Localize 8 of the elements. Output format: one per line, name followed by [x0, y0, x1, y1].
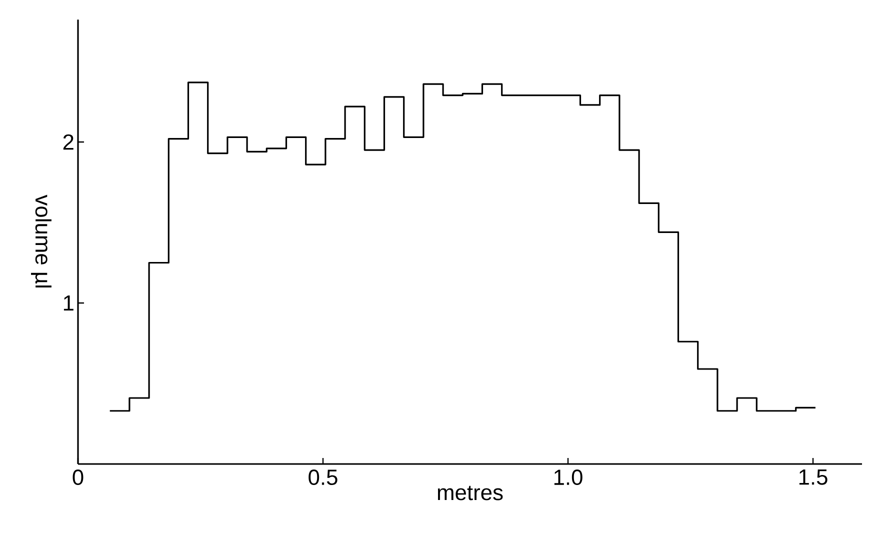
x-axis-title: metres — [438, 486, 503, 500]
x-tick-label: 1.5 — [799, 470, 828, 485]
x-tick-label: 1.0 — [554, 470, 582, 486]
y-tick-label: 2 — [63, 134, 74, 150]
y-axis-title: volume µl — [31, 194, 52, 288]
x-tick-label: 0 — [72, 470, 84, 486]
x-tick-label: 0.5 — [308, 470, 338, 486]
y-tick-label: 1 — [64, 295, 74, 311]
